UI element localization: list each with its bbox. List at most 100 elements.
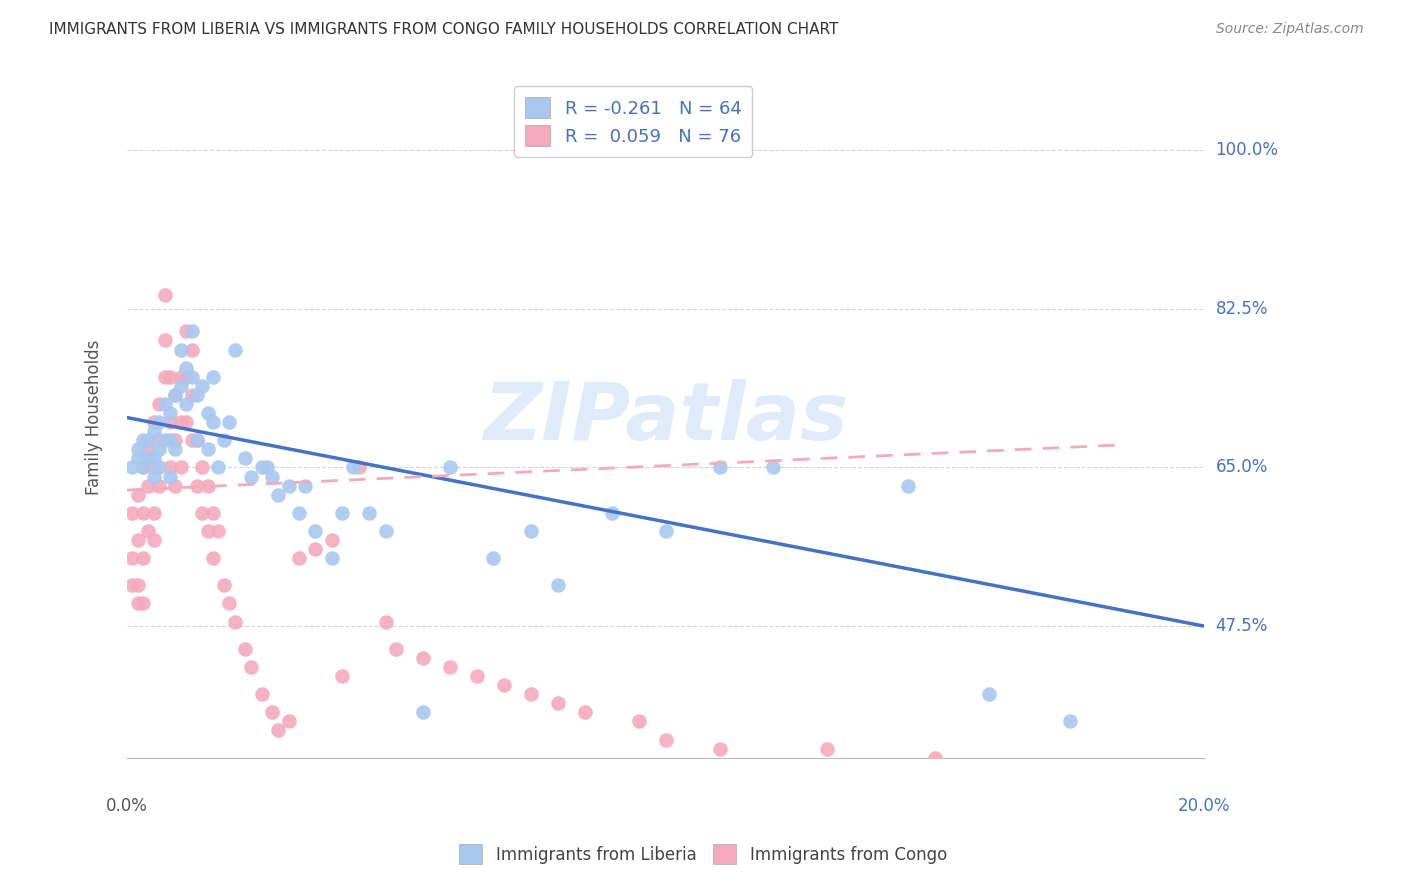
Point: [267, 488, 290, 502]
Point: [148, 442, 170, 457]
Point: [148, 397, 170, 411]
Point: [165, 442, 187, 457]
Point: [165, 388, 187, 402]
Point: [709, 460, 731, 475]
Point: [212, 578, 235, 592]
Point: [654, 524, 676, 538]
Point: [153, 334, 176, 348]
Point: [191, 460, 214, 475]
Point: [159, 406, 181, 420]
Point: [924, 750, 946, 764]
Point: [465, 669, 488, 683]
Point: [412, 706, 434, 720]
Point: [762, 460, 785, 475]
Point: [439, 660, 461, 674]
Text: 20.0%: 20.0%: [1178, 797, 1230, 814]
Point: [520, 524, 543, 538]
Point: [142, 506, 165, 520]
Point: [277, 478, 299, 492]
Point: [159, 434, 181, 448]
Point: [138, 451, 160, 466]
Point: [170, 343, 193, 357]
Point: [159, 369, 181, 384]
Point: [288, 551, 311, 566]
Point: [180, 434, 202, 448]
Point: [153, 288, 176, 302]
Point: [1059, 714, 1081, 729]
Point: [180, 369, 202, 384]
Point: [159, 469, 181, 483]
Point: [202, 506, 225, 520]
Point: [148, 415, 170, 429]
Point: [142, 415, 165, 429]
Point: [239, 469, 262, 483]
Point: [520, 687, 543, 701]
Point: [332, 669, 354, 683]
Point: [547, 696, 569, 710]
Point: [165, 388, 187, 402]
Point: [138, 442, 160, 457]
Point: [159, 460, 181, 475]
Point: [256, 460, 278, 475]
Point: [262, 469, 284, 483]
Text: 65.0%: 65.0%: [1216, 458, 1268, 476]
Point: [186, 434, 208, 448]
Point: [165, 434, 187, 448]
Point: [132, 597, 155, 611]
Point: [148, 478, 170, 492]
Point: [197, 442, 219, 457]
Point: [142, 469, 165, 483]
Point: [138, 434, 160, 448]
Point: [138, 524, 160, 538]
Point: [342, 460, 364, 475]
Point: [121, 551, 143, 566]
Point: [600, 506, 623, 520]
Text: ZIPatlas: ZIPatlas: [484, 378, 848, 457]
Point: [202, 551, 225, 566]
Point: [142, 451, 165, 466]
Point: [197, 524, 219, 538]
Point: [374, 615, 396, 629]
Point: [709, 741, 731, 756]
Point: [207, 524, 229, 538]
Point: [159, 415, 181, 429]
Point: [170, 379, 193, 393]
Point: [212, 434, 235, 448]
Point: [197, 478, 219, 492]
Point: [132, 506, 155, 520]
Point: [148, 434, 170, 448]
Point: [142, 460, 165, 475]
Point: [224, 615, 246, 629]
Point: [347, 460, 370, 475]
Point: [977, 687, 1000, 701]
Point: [359, 506, 381, 520]
Point: [170, 460, 193, 475]
Point: [132, 434, 155, 448]
Point: [153, 369, 176, 384]
Point: [897, 478, 920, 492]
Legend: R = -0.261   N = 64, R =  0.059   N = 76: R = -0.261 N = 64, R = 0.059 N = 76: [515, 87, 752, 157]
Text: 47.5%: 47.5%: [1216, 617, 1268, 635]
Point: [127, 533, 149, 547]
Point: [180, 325, 202, 339]
Point: [547, 578, 569, 592]
Point: [202, 415, 225, 429]
Point: [191, 506, 214, 520]
Text: 82.5%: 82.5%: [1216, 300, 1268, 318]
Point: [180, 388, 202, 402]
Point: [277, 714, 299, 729]
Point: [174, 325, 197, 339]
Point: [262, 706, 284, 720]
Point: [191, 379, 214, 393]
Point: [321, 533, 343, 547]
Point: [235, 451, 257, 466]
Point: [170, 369, 193, 384]
Point: [202, 369, 225, 384]
Point: [153, 434, 176, 448]
Point: [218, 415, 240, 429]
Point: [132, 460, 155, 475]
Point: [148, 460, 170, 475]
Text: 100.0%: 100.0%: [1216, 141, 1278, 159]
Point: [186, 478, 208, 492]
Text: 0.0%: 0.0%: [105, 797, 148, 814]
